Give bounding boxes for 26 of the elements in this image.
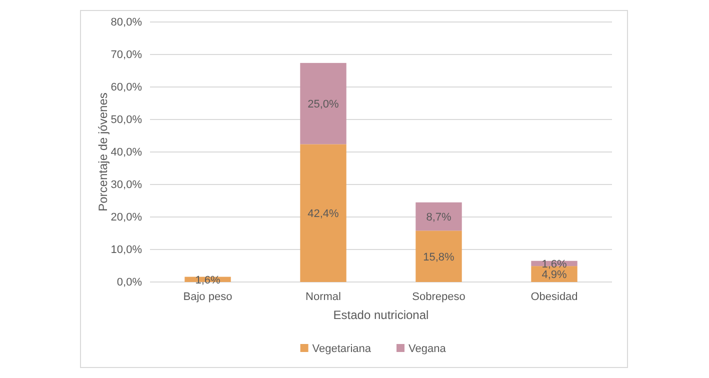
x-tick-label: Sobrepeso: [412, 290, 466, 303]
y-tick-label: 30,0%: [110, 179, 142, 192]
y-tick-label: 80,0%: [110, 16, 142, 29]
data-label: 25,0%: [308, 98, 340, 111]
y-tick-label: 0,0%: [116, 276, 142, 289]
legend-label: Vegetariana: [312, 343, 372, 355]
bar: [416, 230, 462, 282]
data-label: 8,7%: [426, 212, 452, 224]
y-tick-label: 60,0%: [110, 82, 142, 94]
bar: [416, 202, 462, 231]
legend-label: Vegana: [408, 343, 447, 355]
x-tick-label: Bajo peso: [183, 290, 232, 303]
data-label: 15,8%: [423, 251, 455, 264]
y-tick-label: 40,0%: [110, 146, 142, 159]
y-axis-title: Porcentaje de jóvenes: [96, 92, 110, 212]
bar: [300, 62, 346, 144]
x-tick-label: Normal: [306, 290, 341, 303]
y-tick-label: 70,0%: [110, 49, 142, 62]
data-label: 42,4%: [308, 208, 340, 220]
y-tick-label: 10,0%: [110, 244, 142, 256]
x-tick-label: Obesidad: [530, 290, 578, 303]
y-tick-label: 50,0%: [110, 114, 142, 126]
data-label: 4,9%: [542, 269, 567, 282]
bar: [300, 144, 346, 282]
y-tick-label: 20,0%: [110, 212, 142, 224]
x-axis-title: Estado nutricional: [333, 308, 429, 322]
